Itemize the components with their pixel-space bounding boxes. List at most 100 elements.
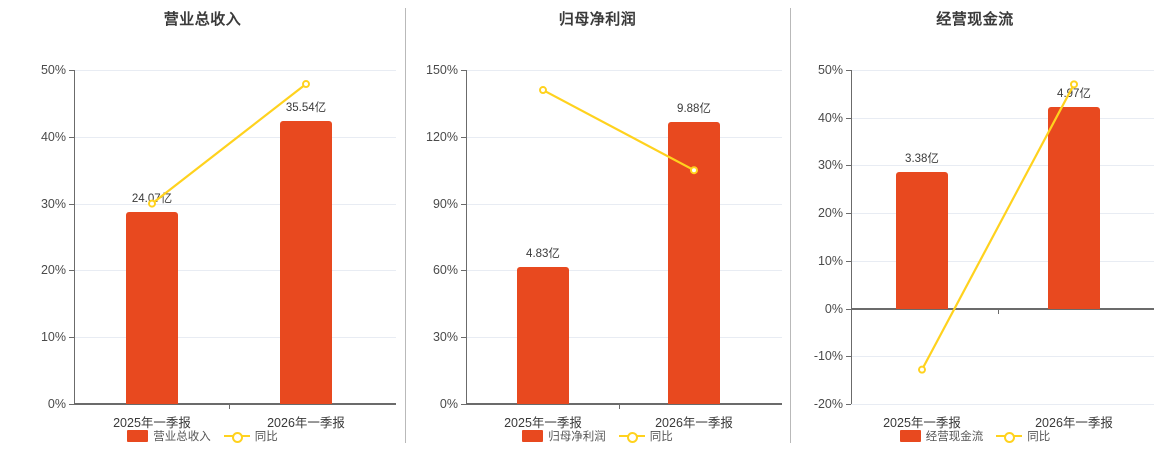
gridline xyxy=(851,165,1154,167)
legend-item-bar[interactable]: 营业总收入 xyxy=(127,428,211,444)
chart-title: 经营现金流 xyxy=(936,11,1014,28)
legend-line-marker-icon xyxy=(223,430,250,443)
yoy-line-marker[interactable] xyxy=(302,80,310,89)
yoy-line-marker[interactable] xyxy=(918,365,926,374)
yoy-line-series xyxy=(918,80,1078,374)
y-axis-label: 10% xyxy=(817,253,843,268)
panel-divider-1 xyxy=(405,8,406,443)
x-axis-category-label: 2026年一季报 xyxy=(655,416,733,430)
legend-bar-label: 营业总收入 xyxy=(153,431,211,443)
y-axis-label: 150% xyxy=(426,63,458,77)
axis-bottom-line xyxy=(851,404,1154,405)
gridline xyxy=(74,136,396,138)
gridline xyxy=(466,203,782,205)
yoy-line-series xyxy=(148,80,310,208)
bar[interactable] xyxy=(896,171,948,309)
gridline xyxy=(466,337,782,339)
x-axis-category-label: 2025年一季报 xyxy=(883,416,961,430)
bar[interactable] xyxy=(126,212,178,404)
y-axis-tick xyxy=(69,70,74,71)
yoy-line-marker[interactable] xyxy=(148,199,156,208)
plot-area: -20% -10% 0% 10% 20% 30% 40% 50% 3.38亿 4.97亿 2025年… xyxy=(790,0,1160,450)
yoy-line-series xyxy=(539,86,698,175)
y-axis-tick xyxy=(461,270,466,272)
y-axis-tick xyxy=(461,404,466,405)
y-axis-tick xyxy=(846,404,851,405)
legend-item-line[interactable]: 同比 xyxy=(223,428,278,444)
y-axis-tick xyxy=(69,270,74,272)
y-axis-label: 40% xyxy=(40,129,66,144)
bar-value-label: 35.54亿 xyxy=(285,101,327,114)
x-axis-category-label: 2026年一季报 xyxy=(1035,416,1113,430)
x-axis-tick xyxy=(998,308,999,314)
gridline xyxy=(466,270,782,272)
gridline xyxy=(74,203,396,205)
zero-baseline xyxy=(851,307,1154,310)
bar-value-label: 3.38亿 xyxy=(905,152,939,165)
legend-bar-label: 归母净利润 xyxy=(548,431,606,443)
zero-baseline xyxy=(74,403,396,405)
gridline xyxy=(74,337,396,339)
y-axis-line xyxy=(466,70,467,404)
legend-line-label: 同比 xyxy=(1027,431,1051,443)
plot-area: 0% 30% 60% 90% 120% 150% 4.83亿 9.88亿 2025年一季报 202… xyxy=(405,0,790,450)
y-axis-tick xyxy=(846,70,851,71)
y-axis-label: 20% xyxy=(40,263,66,278)
legend-item-bar[interactable]: 归母净利润 xyxy=(522,428,606,444)
legend-item-line[interactable]: 同比 xyxy=(618,428,673,444)
yoy-line-marker[interactable] xyxy=(1070,80,1078,89)
y-axis-tick xyxy=(846,213,851,215)
y-axis-tick xyxy=(461,337,466,339)
gridline xyxy=(851,70,1154,71)
x-axis-category-label: 2025年一季报 xyxy=(504,416,582,430)
y-axis-label: 40% xyxy=(817,110,843,125)
y-axis-tick xyxy=(69,203,74,205)
y-axis-label: 10% xyxy=(40,330,66,345)
bar[interactable] xyxy=(517,267,569,404)
y-axis-tick xyxy=(846,117,851,119)
y-axis-tick xyxy=(461,70,466,71)
legend-item-bar[interactable]: 经营现金流 xyxy=(899,428,983,444)
legend-bar-swatch-icon xyxy=(899,430,921,442)
y-axis-label: 30% xyxy=(40,196,66,211)
legend-item-line[interactable]: 同比 xyxy=(996,428,1050,444)
chart-legend: 经营现金流 同比 xyxy=(790,428,1160,444)
bar-value-label: 9.88亿 xyxy=(677,102,711,115)
panel-divider-2 xyxy=(790,8,791,443)
y-axis-label: 90% xyxy=(432,196,458,211)
yoy-line-marker[interactable] xyxy=(690,166,698,175)
gridline xyxy=(74,70,396,71)
x-axis-category-label: 2025年一季报 xyxy=(113,416,191,430)
yoy-line-path xyxy=(921,83,1075,371)
yoy-line-marker[interactable] xyxy=(539,86,547,95)
y-axis-tick xyxy=(461,203,466,205)
bar-value-label: 4.97亿 xyxy=(1057,87,1091,100)
gridline xyxy=(466,70,782,71)
y-axis-tick xyxy=(69,337,74,339)
bar[interactable] xyxy=(280,120,332,404)
chart-legend: 归母净利润 同比 xyxy=(405,428,790,444)
y-axis-label: -20% xyxy=(813,397,843,411)
gridline xyxy=(851,356,1154,358)
bar[interactable] xyxy=(1048,106,1100,309)
y-axis-label: 30% xyxy=(432,330,458,345)
gridline xyxy=(466,136,782,138)
gridline xyxy=(74,270,396,272)
chart-panel-net-profit: 归母净利润 0% 30% 60% 90% 120% 150% 4.83亿 9.88亿 2025年… xyxy=(405,0,790,450)
y-axis-label: 50% xyxy=(40,63,66,77)
y-axis-line xyxy=(74,70,75,404)
y-axis-label: 20% xyxy=(817,206,843,221)
zero-baseline xyxy=(466,403,782,405)
legend-bar-swatch-icon xyxy=(127,430,149,442)
x-axis-category-label: 2026年一季报 xyxy=(267,416,345,430)
y-axis-label: 60% xyxy=(432,263,458,278)
gridline xyxy=(851,260,1154,262)
chart-legend: 营业总收入 同比 xyxy=(0,428,405,444)
legend-line-label: 同比 xyxy=(254,431,278,443)
y-axis-tick xyxy=(846,308,851,310)
y-axis-tick xyxy=(461,136,466,138)
gridline xyxy=(851,213,1154,215)
plot-area: 0% 10% 20% 30% 40% 50% 24.07亿 35.54亿 2025年一季报 202… xyxy=(0,0,405,450)
bar-value-label: 4.83亿 xyxy=(526,248,560,261)
